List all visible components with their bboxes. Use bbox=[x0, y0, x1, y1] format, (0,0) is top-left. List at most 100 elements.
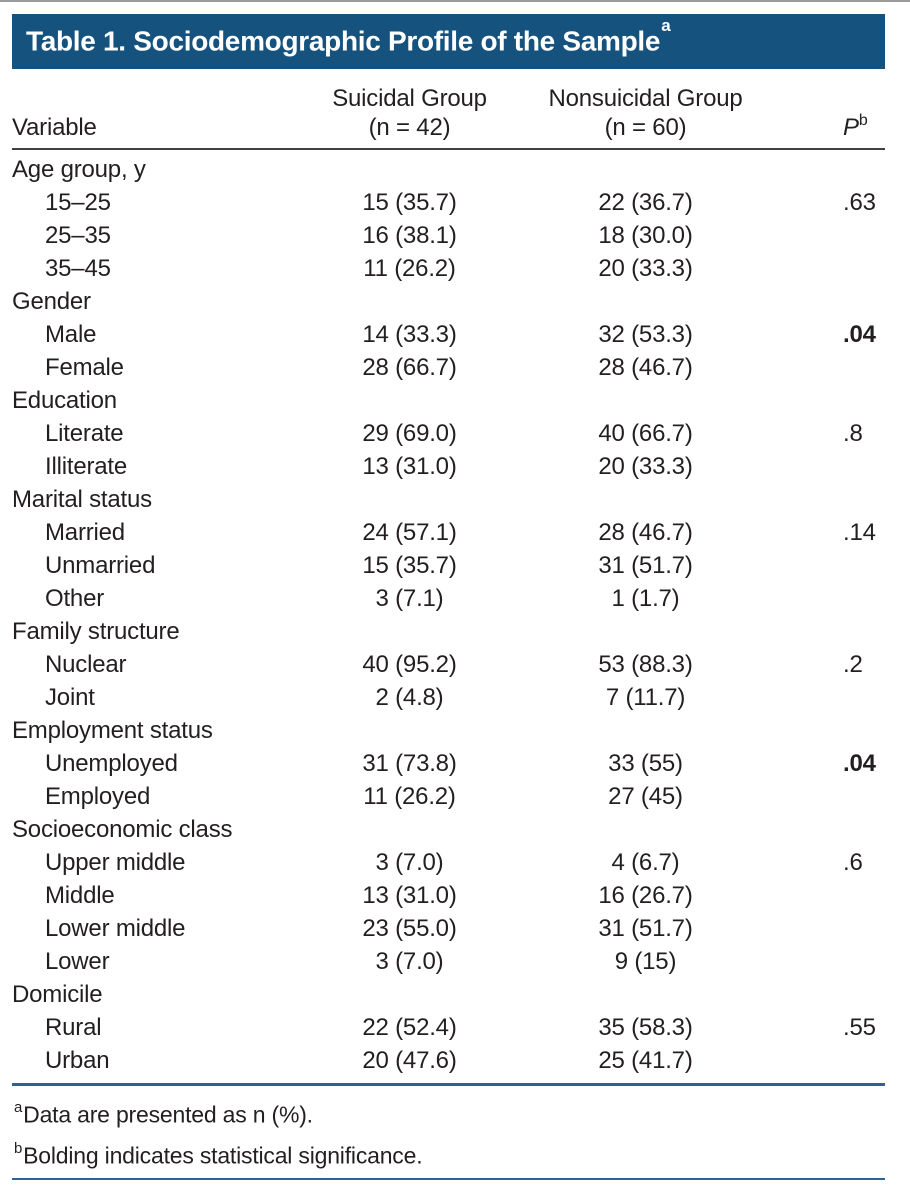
nonsuicidal-value: 31 (51.7) bbox=[598, 552, 693, 579]
suicidal-value bbox=[297, 384, 522, 417]
suicidal-value: 2 (4.8) bbox=[375, 684, 444, 711]
nonsuicidal-value: 4 (6.7) bbox=[611, 849, 680, 876]
suicidal-value: 14 (33.3) bbox=[362, 321, 457, 348]
suicidal-value: 11 (26.2) bbox=[363, 783, 456, 810]
suicidal-value: 3 (7.0) bbox=[375, 948, 444, 975]
footnote-b: bBolding indicates statistical significa… bbox=[14, 1133, 885, 1174]
table-row: Urban 20 (47.6) 25 (41.7) bbox=[12, 1044, 885, 1077]
row-label: Education bbox=[12, 387, 117, 414]
nonsuicidal-value: 22 (36.7) bbox=[598, 189, 693, 216]
column-spacer bbox=[769, 186, 843, 219]
p-value bbox=[843, 681, 885, 714]
nonsuicidal-value: 16 (26.7) bbox=[598, 882, 693, 909]
column-spacer bbox=[769, 219, 843, 252]
suicidal-value: 28 (66.7) bbox=[362, 354, 457, 381]
p-value bbox=[843, 384, 885, 417]
suicidal-value: 15 (35.7) bbox=[362, 552, 457, 579]
footnote-a: aData are presented as n (%). bbox=[14, 1092, 885, 1133]
sociodemographic-table: Table 1. Sociodemographic Profile of the… bbox=[12, 14, 885, 1181]
p-superscript: b bbox=[858, 112, 868, 129]
p-value: .14 bbox=[843, 519, 876, 546]
footnote-a-marker: a bbox=[14, 1099, 23, 1116]
row-label: Other bbox=[45, 585, 105, 612]
p-value bbox=[843, 582, 885, 615]
column-spacer bbox=[769, 351, 843, 384]
table-row: Domicile bbox=[12, 978, 885, 1011]
footnote-b-text: Bolding indicates statistical significan… bbox=[23, 1142, 423, 1169]
suicidal-group-header-line1: Suicidal Group bbox=[332, 85, 487, 112]
column-spacer bbox=[769, 516, 843, 549]
row-label: Family structure bbox=[12, 618, 180, 645]
nonsuicidal-value: 40 (66.7) bbox=[598, 420, 693, 447]
p-label: P bbox=[843, 114, 859, 141]
nonsuicidal-value: 18 (30.0) bbox=[598, 222, 693, 249]
p-value bbox=[843, 714, 885, 747]
table-row: Male 14 (33.3) 32 (53.3) .04 bbox=[12, 318, 885, 351]
suicidal-value bbox=[297, 483, 522, 516]
table-title-bar: Table 1. Sociodemographic Profile of the… bbox=[12, 14, 885, 69]
row-label: Married bbox=[45, 519, 125, 546]
nonsuicidal-group-header-line2: (n = 60) bbox=[604, 114, 687, 141]
suicidal-value: 16 (38.1) bbox=[362, 222, 457, 249]
column-spacer bbox=[769, 252, 843, 285]
p-value bbox=[843, 450, 885, 483]
column-spacer bbox=[769, 780, 843, 813]
table-row: Age group, y bbox=[12, 153, 885, 186]
page-top-rule bbox=[0, 0, 910, 2]
table-row: 35–45 11 (26.2) 20 (33.3) bbox=[12, 252, 885, 285]
row-label: Lower bbox=[45, 948, 110, 975]
table-row: Nuclear 40 (95.2) 53 (88.3) .2 bbox=[12, 648, 885, 681]
p-value bbox=[843, 351, 885, 384]
column-spacer bbox=[769, 417, 843, 450]
table-row: Female 28 (66.7) 28 (46.7) bbox=[12, 351, 885, 384]
p-value: .8 bbox=[843, 420, 863, 447]
suicidal-value: 3 (7.0) bbox=[375, 849, 444, 876]
row-label: Upper middle bbox=[45, 849, 186, 876]
nonsuicidal-value bbox=[522, 615, 769, 648]
table-row: 25–35 16 (38.1) 18 (30.0) bbox=[12, 219, 885, 252]
row-label: 15–25 bbox=[45, 189, 111, 216]
nonsuicidal-value: 20 (33.3) bbox=[598, 453, 693, 480]
p-value bbox=[843, 153, 885, 186]
column-spacer bbox=[769, 450, 843, 483]
p-value bbox=[843, 252, 885, 285]
column-spacer bbox=[769, 846, 843, 879]
suicidal-value: 24 (57.1) bbox=[362, 519, 457, 546]
p-value: .04 bbox=[843, 321, 876, 348]
p-value bbox=[843, 945, 885, 978]
column-header-p: Pb bbox=[843, 107, 885, 142]
table-title-superscript: a bbox=[661, 16, 671, 36]
column-spacer bbox=[769, 1011, 843, 1044]
column-spacer bbox=[769, 153, 843, 186]
p-value bbox=[843, 780, 885, 813]
suicidal-value: 22 (52.4) bbox=[362, 1014, 457, 1041]
footnote-b-marker: b bbox=[14, 1139, 23, 1157]
table-row: Other 3 (7.1) 1 (1.7) bbox=[12, 582, 885, 615]
suicidal-value: 31 (73.8) bbox=[362, 750, 457, 777]
column-spacer bbox=[769, 582, 843, 615]
nonsuicidal-group-header-line1: Nonsuicidal Group bbox=[548, 85, 743, 112]
nonsuicidal-value: 33 (55) bbox=[608, 750, 683, 777]
table-row: Unemployed 31 (73.8) 33 (55) .04 bbox=[12, 747, 885, 780]
row-label: 35–45 bbox=[45, 255, 111, 282]
row-label: Socioeconomic class bbox=[12, 816, 233, 843]
table-row: Unmarried 15 (35.7) 31 (51.7) bbox=[12, 549, 885, 582]
row-label: Employment status bbox=[12, 717, 213, 744]
column-spacer bbox=[769, 945, 843, 978]
suicidal-value: 15 (35.7) bbox=[362, 189, 457, 216]
nonsuicidal-value bbox=[522, 714, 769, 747]
p-value: .2 bbox=[843, 651, 863, 678]
p-value: .63 bbox=[843, 189, 876, 216]
nonsuicidal-value bbox=[522, 813, 769, 846]
column-spacer bbox=[769, 648, 843, 681]
row-label: Rural bbox=[45, 1014, 102, 1041]
column-spacer bbox=[769, 813, 843, 846]
table-row: Employed 11 (26.2) 27 (45) bbox=[12, 780, 885, 813]
table-row: Lower 3 (7.0) 9 (15) bbox=[12, 945, 885, 978]
column-spacer bbox=[769, 978, 843, 1011]
table-row: Lower middle 23 (55.0) 31 (51.7) bbox=[12, 912, 885, 945]
nonsuicidal-value: 7 (11.7) bbox=[605, 684, 686, 711]
row-label: Domicile bbox=[12, 981, 103, 1008]
nonsuicidal-value bbox=[522, 483, 769, 516]
suicidal-value bbox=[297, 153, 522, 186]
